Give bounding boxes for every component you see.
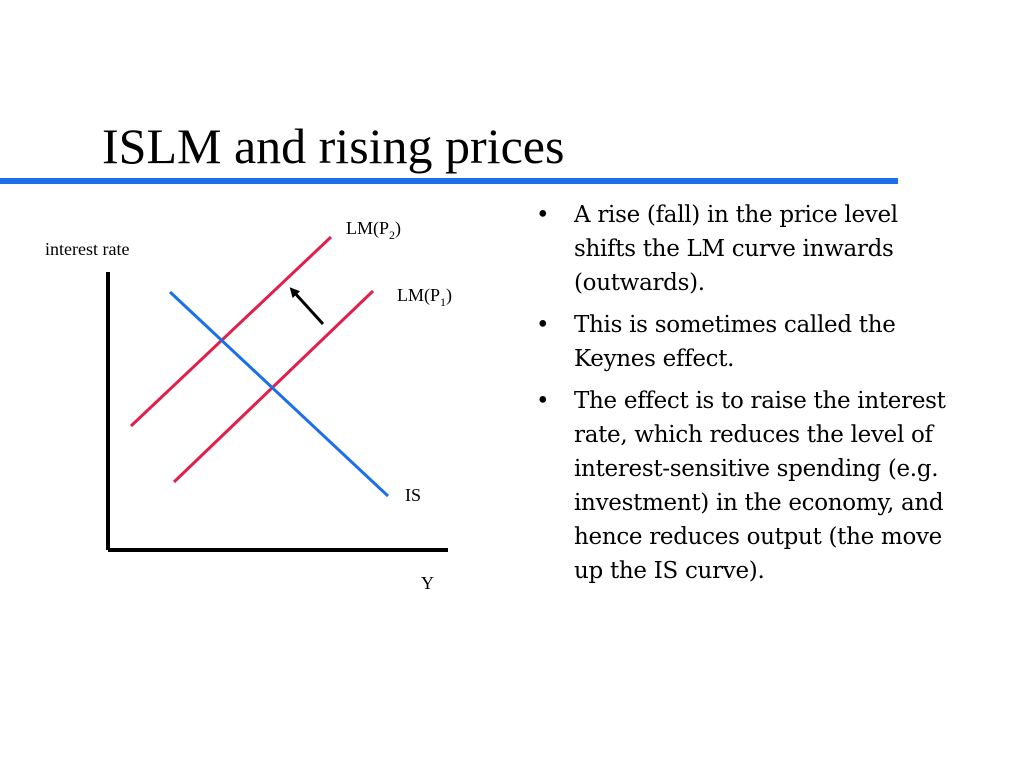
bullet-list: • A rise (fall) in the price level shifts…: [532, 198, 952, 596]
is-curve: [168, 290, 390, 498]
title-underline: [0, 178, 898, 184]
bullet-dot-icon: •: [536, 388, 550, 414]
bullet-text: This is sometimes called the Keynes effe…: [574, 312, 896, 372]
bullet-text: The effect is to raise the interest rate…: [574, 388, 946, 584]
bullet-item: • A rise (fall) in the price level shifts…: [532, 198, 952, 300]
bullet-dot-icon: •: [536, 202, 550, 228]
inward-shift-arrow: [289, 287, 325, 326]
bullet-item: • The effect is to raise the interest rat…: [532, 384, 952, 588]
is-label: IS: [405, 485, 421, 505]
lm-p2-label: LM(P2): [346, 218, 401, 242]
x-axis-label: Y: [421, 573, 434, 593]
bullet-item: • This is sometimes called the Keynes eff…: [532, 308, 952, 376]
slide-title: ISLM and rising prices: [102, 118, 565, 174]
lm-p2-curve: [129, 235, 333, 428]
lm-p1-label: LM(P1): [397, 285, 452, 309]
bullet-text: A rise (fall) in the price level shifts …: [574, 202, 898, 296]
y-axis-label: interest rate: [45, 239, 129, 259]
lm-p1-curve: [172, 289, 375, 484]
bullet-dot-icon: •: [536, 312, 550, 338]
